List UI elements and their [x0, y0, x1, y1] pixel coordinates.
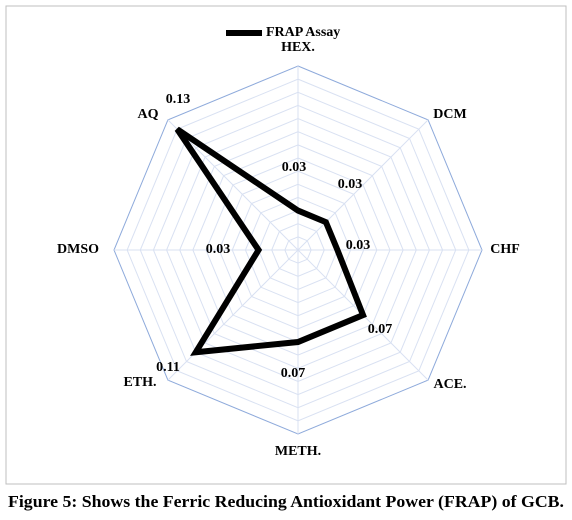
data-label: 0.13: [166, 92, 191, 107]
data-label: 0.07: [368, 322, 393, 337]
legend-label: FRAP Assay: [266, 25, 340, 40]
data-label: 0.03: [346, 238, 371, 253]
category-label: DMSO: [57, 242, 99, 257]
chart-frame: [5, 5, 567, 485]
data-label: 0.03: [282, 160, 307, 175]
category-label: DCM: [433, 107, 466, 122]
category-label: HEX.: [281, 40, 315, 55]
data-label: 0.03: [206, 242, 231, 257]
data-label: 0.11: [156, 360, 180, 375]
category-label: ETH.: [123, 375, 156, 390]
caption: Figure 5: Shows the Ferric Reducing Anti…: [8, 492, 564, 511]
series-line: [174, 126, 367, 356]
data-label: 0.03: [338, 177, 363, 192]
category-label: CHF: [490, 242, 520, 257]
category-label: ACE.: [433, 377, 466, 392]
spoke: [297, 119, 429, 251]
category-label: AQ: [138, 107, 159, 122]
category-label: METH.: [275, 444, 321, 459]
spoke: [167, 249, 299, 381]
spoke: [167, 119, 299, 251]
data-label: 0.07: [281, 366, 306, 381]
